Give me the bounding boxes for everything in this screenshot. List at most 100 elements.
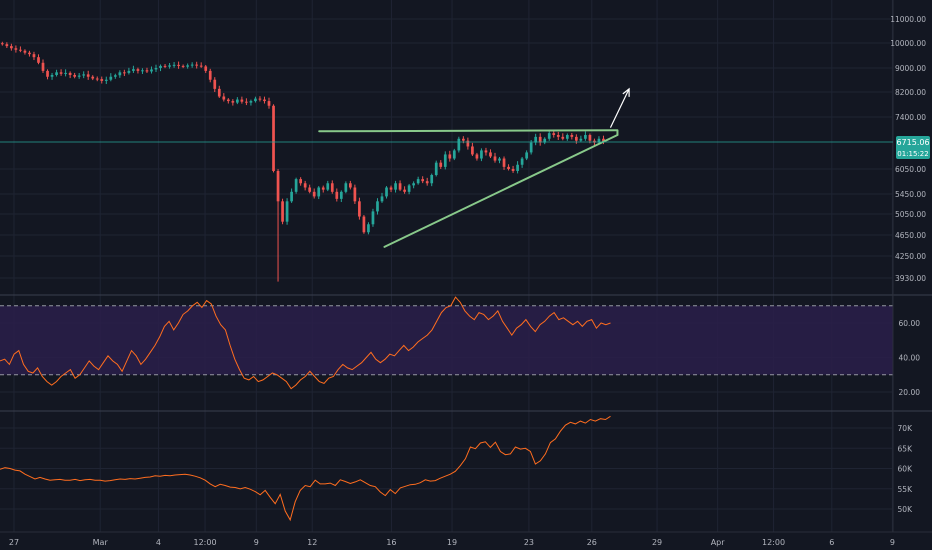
candle-body xyxy=(145,70,149,72)
projection-arrow-shaft[interactable] xyxy=(609,88,630,128)
candle-body xyxy=(100,79,104,81)
candle-body xyxy=(136,69,140,71)
volume-oscillator-panel[interactable] xyxy=(0,415,611,522)
resistance-line[interactable] xyxy=(318,129,619,133)
time-tick-label: Mar xyxy=(93,538,109,547)
candle-body xyxy=(113,75,117,77)
candle-body xyxy=(303,183,307,188)
time-tick-label: 9 xyxy=(890,538,895,547)
candle-body xyxy=(154,68,158,70)
rsi-line xyxy=(0,296,611,390)
candle-body xyxy=(272,105,275,171)
candle-body xyxy=(321,187,325,190)
candle-body xyxy=(249,101,253,103)
time-tick-label: 9 xyxy=(254,538,259,547)
candle-body xyxy=(163,65,167,67)
candle-body xyxy=(68,72,72,75)
candle-body xyxy=(222,96,226,100)
candle-body xyxy=(565,135,569,139)
candle-body xyxy=(349,183,352,188)
candle-body xyxy=(385,187,388,197)
candle-body xyxy=(10,46,13,49)
price-axis[interactable]: 3930.00 4250.00 4650.00 5050.00 5450.00 6050.… xyxy=(890,15,926,514)
candle-body xyxy=(430,175,434,184)
candle-body xyxy=(86,74,90,77)
candle-body xyxy=(240,99,244,102)
candle-body xyxy=(380,196,384,202)
price-tick-label: 5450.00 xyxy=(895,190,926,199)
candle-body xyxy=(574,136,578,141)
candle-body xyxy=(330,183,334,192)
candle-body xyxy=(285,201,289,222)
price-tick-label: 8200.00 xyxy=(895,88,926,97)
candle-body xyxy=(339,191,343,199)
candle-body xyxy=(95,78,99,80)
candle-body xyxy=(443,154,447,167)
candle-body xyxy=(290,191,293,202)
candle-body xyxy=(55,72,58,75)
candle-body xyxy=(82,74,86,76)
candle-body xyxy=(493,156,497,161)
rsi-panel[interactable] xyxy=(0,296,893,390)
time-tick-label: 19 xyxy=(447,538,457,547)
candle-body xyxy=(457,138,461,151)
candle-body xyxy=(484,150,488,153)
candle-body xyxy=(141,70,144,72)
candle-body xyxy=(516,164,519,171)
candle-body xyxy=(177,64,180,66)
osc-tick-label: 70K xyxy=(898,424,914,433)
candle-body xyxy=(597,138,601,143)
price-panel[interactable] xyxy=(0,41,630,282)
candle-body xyxy=(353,187,357,202)
time-tick-label: 12 xyxy=(307,538,317,547)
candle-body xyxy=(358,201,361,217)
candle-body xyxy=(570,135,574,137)
candle-body xyxy=(19,49,22,51)
osc-tick-label: 65K xyxy=(898,444,914,453)
candle-body xyxy=(104,79,108,81)
candle-body xyxy=(421,179,425,182)
candle-body xyxy=(64,72,67,74)
candle-body xyxy=(416,179,420,184)
ascending-triangle-pattern[interactable] xyxy=(318,87,630,248)
candle-body xyxy=(561,136,565,139)
candle-body xyxy=(132,69,135,71)
time-axis[interactable]: 27 Mar 4 12:00 9 12 16 19 23 26 29 Apr 12:00 6 9 xyxy=(9,538,895,547)
candle-body xyxy=(46,70,49,77)
candle-body xyxy=(412,183,415,186)
price-tick-label: 5050.00 xyxy=(895,210,926,219)
candle-body xyxy=(552,133,556,136)
candle-body xyxy=(502,158,506,167)
time-tick-label: Apr xyxy=(711,538,726,547)
candle-body xyxy=(312,191,316,197)
candle-body xyxy=(498,158,501,161)
candle-body xyxy=(588,135,592,141)
candle-body xyxy=(294,179,298,192)
candle-body xyxy=(231,101,235,103)
candle-body xyxy=(511,169,515,171)
price-tick-label: 4650.00 xyxy=(895,231,926,240)
candle-body xyxy=(73,74,77,77)
current-price-tag: 6715.06 01:15:22 xyxy=(896,136,930,159)
candle-body xyxy=(23,50,27,53)
candle-body xyxy=(281,201,284,222)
candle-body xyxy=(41,62,45,71)
candle-body xyxy=(127,70,131,73)
candle-body xyxy=(181,65,185,67)
candles xyxy=(0,41,605,282)
candle-body xyxy=(407,185,411,192)
projection-arrow-head xyxy=(622,87,630,97)
candle-body xyxy=(118,72,122,76)
candle-body xyxy=(362,216,366,233)
candle-body xyxy=(452,150,456,159)
candle-body xyxy=(439,162,443,167)
price-tick-label: 3930.00 xyxy=(895,274,926,283)
price-tick-label: 6050.00 xyxy=(895,165,926,174)
time-tick-label: 4 xyxy=(156,538,161,547)
support-line[interactable] xyxy=(383,134,619,248)
price-tick-label: 7400.00 xyxy=(895,113,926,122)
candle-body xyxy=(403,189,406,192)
time-tick-label: 26 xyxy=(587,538,597,547)
candle-body xyxy=(529,142,533,153)
